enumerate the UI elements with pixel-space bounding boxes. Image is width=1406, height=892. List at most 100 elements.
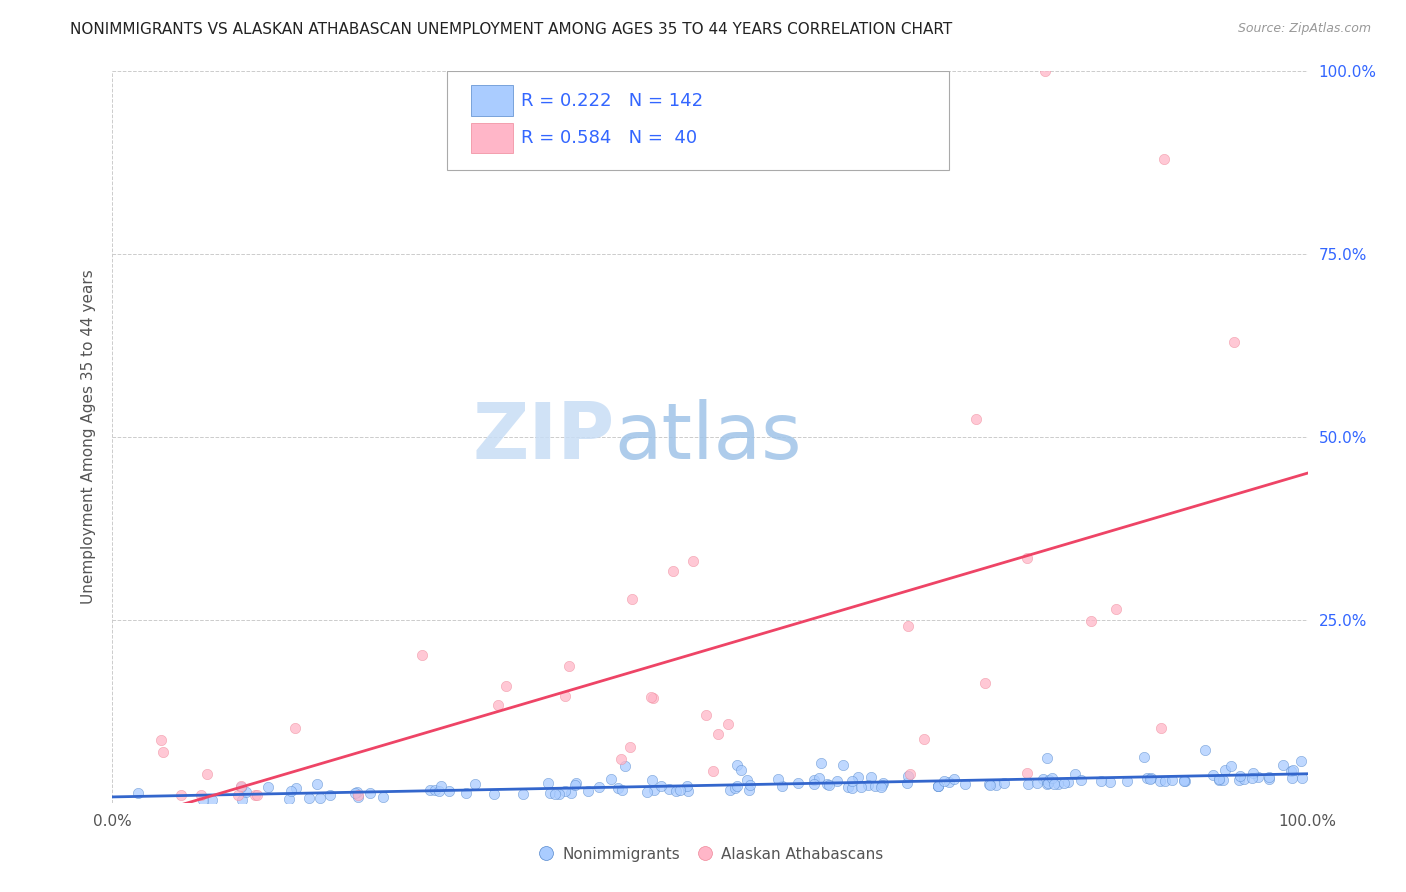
Point xyxy=(482,787,505,801)
Point xyxy=(702,764,724,778)
Point xyxy=(576,784,599,798)
Point xyxy=(193,793,215,807)
Point xyxy=(1105,601,1128,615)
Point xyxy=(718,783,741,797)
Point xyxy=(643,782,665,797)
Point xyxy=(661,564,683,578)
Point xyxy=(439,784,461,798)
Point xyxy=(787,776,810,790)
Legend: Nonimmigrants, Alaskan Athabascans: Nonimmigrants, Alaskan Athabascans xyxy=(530,840,890,868)
Point xyxy=(841,780,863,795)
Point xyxy=(869,780,891,794)
Point xyxy=(619,740,641,755)
Point xyxy=(610,783,633,797)
FancyBboxPatch shape xyxy=(471,122,513,153)
Point xyxy=(846,770,869,784)
Point xyxy=(825,773,848,788)
Point xyxy=(1281,771,1303,785)
Point xyxy=(1032,772,1054,786)
Point xyxy=(740,778,762,792)
Point xyxy=(1153,152,1175,166)
Point xyxy=(425,783,447,797)
FancyBboxPatch shape xyxy=(471,86,513,116)
Point xyxy=(343,786,366,800)
Point xyxy=(897,769,920,783)
Point xyxy=(1219,758,1241,772)
Point xyxy=(807,771,830,785)
Point xyxy=(1223,335,1246,350)
Point xyxy=(974,676,997,690)
Point xyxy=(650,779,672,793)
Point xyxy=(565,776,588,790)
Point xyxy=(427,784,450,798)
Point xyxy=(717,716,740,731)
Point xyxy=(676,779,699,793)
Point xyxy=(735,772,758,787)
Point xyxy=(1080,614,1102,628)
Point xyxy=(235,785,257,799)
Point xyxy=(195,767,218,781)
Point xyxy=(305,777,328,791)
Point xyxy=(1053,776,1076,790)
Point xyxy=(1139,772,1161,786)
Point xyxy=(1202,768,1225,782)
Point xyxy=(1057,775,1080,789)
Point xyxy=(695,708,717,723)
Point xyxy=(456,786,478,800)
Point xyxy=(347,789,370,803)
Point xyxy=(544,787,567,801)
Point xyxy=(486,698,509,713)
Point xyxy=(979,777,1001,791)
Point xyxy=(641,690,664,705)
Point xyxy=(927,779,949,793)
Point xyxy=(564,778,586,792)
Point xyxy=(1139,772,1161,786)
Point xyxy=(419,783,441,797)
Point xyxy=(150,733,173,747)
Point xyxy=(682,554,704,568)
Point xyxy=(770,780,793,794)
Point xyxy=(837,780,859,795)
Point xyxy=(554,689,576,703)
Point xyxy=(818,778,841,792)
Point xyxy=(620,591,643,606)
Point xyxy=(870,778,893,792)
Point xyxy=(927,779,949,793)
Point xyxy=(932,774,955,789)
Point xyxy=(537,776,560,790)
Point xyxy=(346,785,368,799)
Point xyxy=(993,775,1015,789)
Point xyxy=(858,778,880,792)
Point xyxy=(724,780,747,795)
Point xyxy=(1240,771,1263,785)
Point xyxy=(1017,777,1039,791)
Point xyxy=(707,727,730,741)
Point xyxy=(1046,776,1069,790)
Point xyxy=(231,793,253,807)
FancyBboxPatch shape xyxy=(447,71,949,170)
Text: NONIMMIGRANTS VS ALASKAN ATHABASCAN UNEMPLOYMENT AMONG AGES 35 TO 44 YEARS CORRE: NONIMMIGRANTS VS ALASKAN ATHABASCAN UNEM… xyxy=(70,22,952,37)
Point xyxy=(730,763,752,777)
Point xyxy=(430,779,453,793)
Point xyxy=(658,782,681,797)
Point xyxy=(495,679,517,693)
Point xyxy=(1036,777,1059,791)
Point xyxy=(1233,772,1256,787)
Point xyxy=(665,784,688,798)
Point xyxy=(190,789,212,803)
Text: Source: ZipAtlas.com: Source: ZipAtlas.com xyxy=(1237,22,1371,36)
Point xyxy=(1208,773,1230,788)
Point xyxy=(965,411,987,425)
Point xyxy=(1098,775,1121,789)
Point xyxy=(1281,763,1303,777)
Point xyxy=(588,780,610,794)
Point xyxy=(1042,776,1064,790)
Point xyxy=(1017,550,1039,565)
Point xyxy=(371,790,394,805)
Point xyxy=(803,772,825,787)
Point xyxy=(640,690,662,704)
Point xyxy=(669,783,692,797)
Text: ZIP: ZIP xyxy=(472,399,614,475)
Point xyxy=(810,756,832,771)
Point xyxy=(1035,751,1057,765)
